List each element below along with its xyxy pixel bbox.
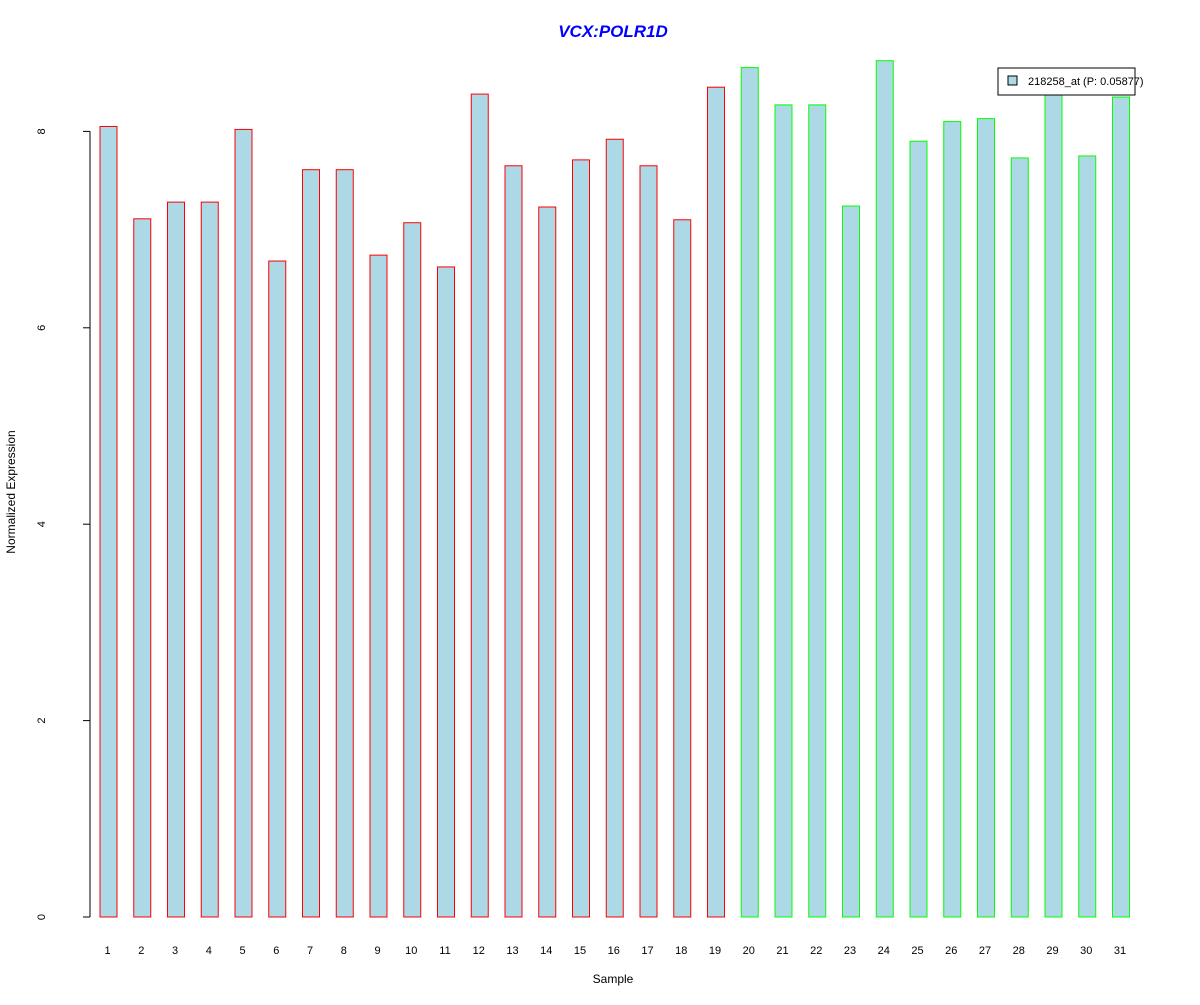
x-tick-label: 22 [810, 945, 822, 957]
bar-sample-30 [1078, 155, 1097, 918]
bar-sample-11 [437, 266, 455, 918]
x-tick-label: 6 [273, 945, 279, 957]
x-tick-label: 13 [506, 945, 518, 957]
bar-sample-26 [943, 121, 962, 918]
bar-sample-24 [875, 60, 894, 918]
bar-sample-20 [740, 67, 759, 918]
chart-title: VCX:POLR1D [558, 22, 668, 41]
bar-sample-18 [673, 219, 692, 918]
bar-sample-16 [605, 138, 624, 918]
bar-sample-1 [99, 125, 118, 918]
bar-sample-31 [1112, 96, 1130, 918]
bar-sample-25 [909, 140, 928, 918]
y-tick-label: 4 [36, 521, 48, 527]
x-tick-label: 9 [374, 945, 380, 957]
x-tick-label: 12 [473, 945, 485, 957]
bar-sample-8 [335, 169, 354, 918]
y-tick-label: 6 [36, 325, 48, 331]
legend-swatch [1007, 75, 1018, 86]
x-tick-label: 20 [743, 945, 755, 957]
bar-sample-6 [268, 260, 287, 918]
bar-sample-7 [302, 169, 320, 918]
x-tick-label: 19 [709, 945, 721, 957]
x-tick-label: 23 [844, 945, 856, 957]
bar-sample-4 [200, 201, 219, 918]
bar-sample-23 [842, 205, 860, 918]
bar-sample-29 [1044, 91, 1063, 918]
legend-box [997, 67, 1136, 96]
x-tick-label: 5 [239, 945, 245, 957]
bar-sample-28 [1010, 157, 1029, 918]
x-tick-label: 21 [776, 945, 788, 957]
x-tick-label: 29 [1046, 945, 1058, 957]
bar-sample-3 [167, 201, 185, 918]
y-tick-label: 0 [36, 914, 48, 920]
x-tick-label: 16 [608, 945, 620, 957]
x-tick-label: 31 [1114, 945, 1126, 957]
x-tick-label: 8 [341, 945, 347, 957]
bar-sample-14 [538, 206, 557, 918]
bar-sample-13 [504, 165, 523, 918]
x-tick-label: 7 [307, 945, 313, 957]
bar-sample-27 [977, 118, 995, 918]
y-axis-label: Normalized Expression [4, 430, 18, 553]
x-tick-label: 10 [405, 945, 417, 957]
bar-sample-19 [707, 86, 725, 918]
bar-sample-17 [639, 165, 658, 918]
legend: 218258_at (P: 0.05877) [997, 67, 1144, 96]
x-tick-label: 17 [641, 945, 653, 957]
x-tick-labels: 1 2 3 4 5 6 7 8 9 10 11 12 13 14 15 16 17 18 19 20 21 22 23 24 2… [104, 945, 1126, 957]
x-tick-label: 18 [675, 945, 687, 957]
legend-label: 218258_at (P: 0.05877) [1028, 76, 1144, 88]
bar-sample-2 [133, 218, 152, 918]
x-tick-label: 1 [104, 945, 110, 957]
bar-sample-10 [403, 222, 422, 918]
x-tick-label: 25 [911, 945, 923, 957]
bar-sample-12 [470, 93, 489, 918]
bar-sample-5 [234, 128, 253, 918]
x-tick-label: 28 [1013, 945, 1025, 957]
x-tick-label: 4 [206, 945, 212, 957]
x-tick-label: 24 [878, 945, 890, 957]
x-tick-label: 26 [945, 945, 957, 957]
y-tick-label: 8 [36, 128, 48, 134]
x-tick-label: 14 [540, 945, 552, 957]
x-tick-label: 3 [172, 945, 178, 957]
y-axis: 0 2 4 6 8 [36, 128, 91, 920]
x-tick-label: 27 [979, 945, 991, 957]
x-tick-label: 2 [138, 945, 144, 957]
bar-sample-21 [774, 104, 793, 918]
x-tick-label: 11 [439, 945, 450, 957]
y-tick-label: 2 [36, 718, 48, 724]
bars-group [99, 60, 1130, 918]
x-tick-label: 30 [1080, 945, 1092, 957]
x-tick-label: 15 [574, 945, 586, 957]
bar-sample-22 [808, 104, 827, 918]
x-axis-label: Sample [593, 972, 634, 986]
bar-sample-15 [572, 159, 590, 918]
bar-sample-9 [369, 254, 388, 918]
